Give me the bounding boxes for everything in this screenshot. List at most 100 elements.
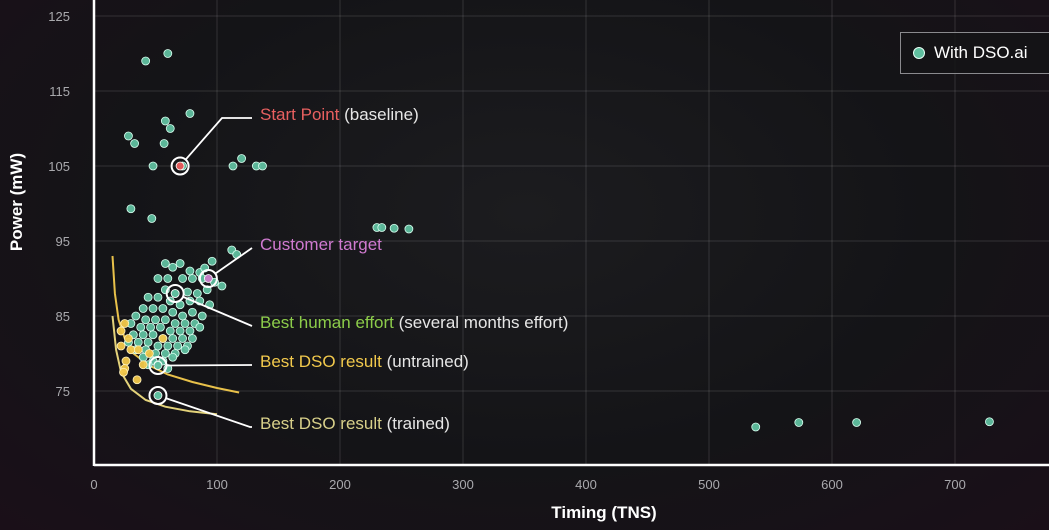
data-point-untrained — [116, 326, 126, 336]
data-points — [116, 49, 994, 432]
data-point-dso — [130, 139, 139, 148]
data-point-dso — [158, 304, 168, 313]
annotation-label: Best DSO result (trained) — [260, 414, 450, 433]
data-point-dso — [185, 326, 195, 336]
data-point-dso — [153, 292, 163, 302]
data-point-dso — [165, 124, 175, 133]
data-point-dso — [153, 341, 163, 351]
data-point-dso — [377, 223, 387, 232]
data-point-dso — [141, 56, 151, 66]
data-point-dso — [163, 49, 173, 58]
x-tick-label: 200 — [329, 477, 351, 492]
legend-label: With DSO.ai — [934, 43, 1028, 62]
data-point-dso — [126, 204, 136, 214]
data-point-dso — [404, 224, 414, 234]
data-point-untrained — [138, 360, 148, 370]
data-point-dso — [136, 322, 146, 332]
data-point-dso — [180, 345, 190, 355]
data-point-dso — [141, 315, 151, 325]
annotation-leader-line — [215, 247, 253, 275]
data-point-untrained — [119, 367, 128, 377]
data-point-dso — [160, 116, 170, 126]
data-point-dso — [170, 319, 180, 328]
annotations: Start Point (baseline) Customer target Bes… — [148, 105, 568, 433]
annotation-point — [175, 161, 185, 171]
data-point-dso — [160, 315, 170, 325]
data-point-dso — [751, 422, 761, 432]
data-point-dso — [151, 315, 160, 325]
data-point-dso — [160, 259, 170, 268]
data-point-dso — [173, 341, 183, 351]
annotation-label: Best human effort (several months effort… — [260, 313, 568, 332]
x-tick-label: 0 — [90, 477, 97, 492]
annotation-label: Start Point (baseline) — [260, 105, 419, 124]
data-point-dso — [163, 274, 173, 283]
data-point-dso — [156, 322, 165, 332]
data-point-untrained — [124, 334, 133, 343]
data-point-dso — [237, 154, 247, 163]
data-point-untrained — [120, 319, 130, 328]
y-tick-label: 115 — [49, 84, 70, 99]
data-point-dso — [168, 262, 178, 272]
data-point-dso — [197, 311, 207, 321]
annotation-point — [170, 289, 180, 298]
data-point-dso — [153, 274, 163, 283]
legend-marker — [913, 47, 925, 59]
data-point-dso — [148, 304, 158, 313]
data-point-dso — [207, 256, 217, 266]
data-point-dso — [178, 274, 187, 283]
x-tick-label: 700 — [944, 477, 966, 492]
y-axis-title: Power (mW) — [7, 153, 26, 251]
annotation-label: Customer target — [260, 235, 382, 254]
data-point-dso — [389, 223, 399, 233]
tick-labels: 0 100 200 300 400 500 600 700 75 85 95 105 115 125 — [48, 9, 966, 492]
data-point-untrained — [132, 375, 142, 385]
data-point-dso — [124, 131, 133, 141]
data-point-dso — [217, 281, 227, 291]
data-point-dso — [159, 139, 169, 148]
annotation-label: Best DSO result (untrained) — [260, 352, 469, 371]
data-point-dso — [178, 311, 187, 321]
data-point-dso — [165, 326, 175, 336]
x-tick-label: 100 — [206, 477, 228, 492]
data-point-dso — [148, 161, 158, 171]
data-point-dso — [258, 161, 267, 171]
data-point-dso — [185, 266, 195, 276]
data-point-dso — [175, 326, 185, 336]
data-point-dso — [146, 322, 155, 332]
data-point-dso — [131, 311, 141, 321]
annotation-ring — [148, 356, 168, 375]
data-point-dso — [143, 337, 153, 347]
annotation-point — [153, 391, 163, 400]
data-point-dso — [794, 418, 804, 427]
annotation-leader-line — [183, 296, 253, 327]
axes — [92, 0, 1049, 467]
x-tick-label: 500 — [698, 477, 720, 492]
data-point-dso — [168, 352, 178, 362]
data-point-dso — [138, 330, 148, 340]
data-point-untrained — [133, 345, 143, 355]
data-point-untrained — [158, 334, 168, 343]
data-point-dso — [185, 109, 195, 118]
data-point-dso — [148, 330, 158, 340]
data-point-dso — [168, 334, 178, 343]
annotation-ring — [165, 284, 185, 303]
data-point-dso — [228, 161, 238, 171]
data-point-dso — [163, 341, 173, 351]
data-point-dso — [133, 337, 143, 347]
data-point-dso — [138, 304, 148, 313]
data-point-dso — [168, 307, 178, 317]
annotation-leader-line — [185, 117, 252, 160]
data-point-dso — [195, 322, 205, 332]
annotation-leader-line — [166, 397, 252, 428]
pareto-curve — [111, 315, 218, 416]
data-point-untrained — [121, 356, 131, 366]
annotation-ring — [148, 386, 168, 405]
data-point-dso — [852, 418, 861, 427]
annotation-point — [153, 361, 163, 370]
data-point-dso — [175, 259, 185, 268]
y-tick-label: 75 — [56, 384, 70, 399]
annotation-ring — [170, 156, 190, 176]
legend: With DSO.ai — [900, 32, 1049, 74]
